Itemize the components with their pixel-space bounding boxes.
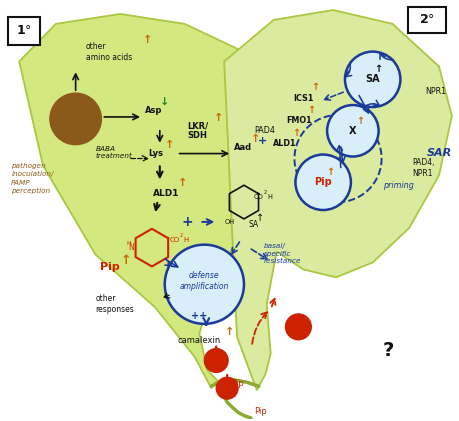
Text: X: X	[349, 126, 357, 136]
Text: H: H	[127, 241, 131, 246]
Text: ALD1: ALD1	[273, 139, 296, 148]
Text: Pip: Pip	[254, 408, 267, 416]
Circle shape	[216, 377, 238, 399]
Circle shape	[285, 314, 311, 340]
Text: Pip: Pip	[231, 379, 244, 388]
Text: ↑: ↑	[178, 178, 187, 188]
Text: ↑: ↑	[251, 134, 260, 144]
Circle shape	[204, 349, 228, 373]
Text: ?: ?	[382, 341, 394, 360]
Text: ↑: ↑	[214, 113, 224, 123]
Text: H: H	[184, 237, 189, 243]
Text: PAD4,
NPR1: PAD4, NPR1	[412, 158, 435, 179]
Text: ↑: ↑	[375, 64, 383, 75]
Text: ICS1: ICS1	[293, 93, 314, 103]
Text: Aad: Aad	[234, 143, 252, 152]
Text: BABA
treatment: BABA treatment	[95, 146, 132, 159]
Text: ↑: ↑	[326, 168, 334, 177]
Text: ↑: ↑	[165, 140, 174, 149]
Text: Asp: Asp	[145, 107, 162, 115]
Text: ↑: ↑	[256, 213, 264, 223]
Text: 2: 2	[264, 190, 267, 195]
Text: other
amino acids: other amino acids	[85, 42, 132, 61]
Polygon shape	[224, 10, 452, 390]
Text: NPR1: NPR1	[425, 87, 446, 96]
Text: Pip: Pip	[314, 177, 332, 187]
Text: SA: SA	[365, 75, 380, 84]
Text: PAD4: PAD4	[254, 126, 275, 135]
Polygon shape	[19, 14, 289, 388]
Text: CO: CO	[170, 237, 180, 243]
Text: other
responses: other responses	[95, 294, 134, 314]
Text: +: +	[258, 136, 268, 146]
Text: pathogen
inoculation/
PAMP
perception: pathogen inoculation/ PAMP perception	[11, 163, 54, 194]
Circle shape	[50, 93, 101, 145]
FancyBboxPatch shape	[408, 7, 447, 33]
Circle shape	[327, 105, 379, 157]
Text: 1$\degree$: 1$\degree$	[16, 24, 32, 37]
Text: Lys: Lys	[148, 149, 163, 158]
Text: FMO1: FMO1	[286, 116, 312, 125]
Text: Pip: Pip	[101, 262, 120, 272]
Text: SAR: SAR	[427, 148, 453, 157]
Text: ↑: ↑	[356, 116, 364, 126]
Text: ↑: ↑	[120, 254, 131, 267]
Text: ↑: ↑	[143, 35, 152, 45]
Text: ↑: ↑	[308, 105, 315, 115]
Text: basal/
specific
resistance: basal/ specific resistance	[264, 243, 301, 264]
Text: defense
amplification: defense amplification	[179, 271, 229, 291]
Text: camalexin: camalexin	[178, 336, 221, 345]
Text: ++: ++	[191, 311, 207, 321]
Text: ↑: ↑	[292, 128, 301, 138]
Text: SA: SA	[249, 220, 259, 229]
Text: 2$\degree$: 2$\degree$	[419, 13, 435, 27]
FancyBboxPatch shape	[8, 17, 40, 45]
Circle shape	[345, 52, 400, 107]
Text: H: H	[268, 194, 273, 200]
Text: N: N	[128, 243, 134, 252]
Text: OH: OH	[224, 219, 234, 225]
Text: ↓: ↓	[160, 97, 169, 107]
Text: +: +	[182, 215, 193, 229]
Text: 2: 2	[179, 233, 183, 238]
Circle shape	[296, 155, 351, 210]
Text: ALD1: ALD1	[153, 189, 179, 198]
Circle shape	[165, 245, 244, 324]
Text: LKR/
SDH: LKR/ SDH	[187, 121, 208, 141]
Text: CO: CO	[254, 194, 264, 200]
Text: +: +	[163, 259, 174, 272]
Text: ↑: ↑	[225, 327, 235, 337]
Text: priming: priming	[382, 181, 414, 190]
Text: ↑: ↑	[311, 82, 319, 92]
